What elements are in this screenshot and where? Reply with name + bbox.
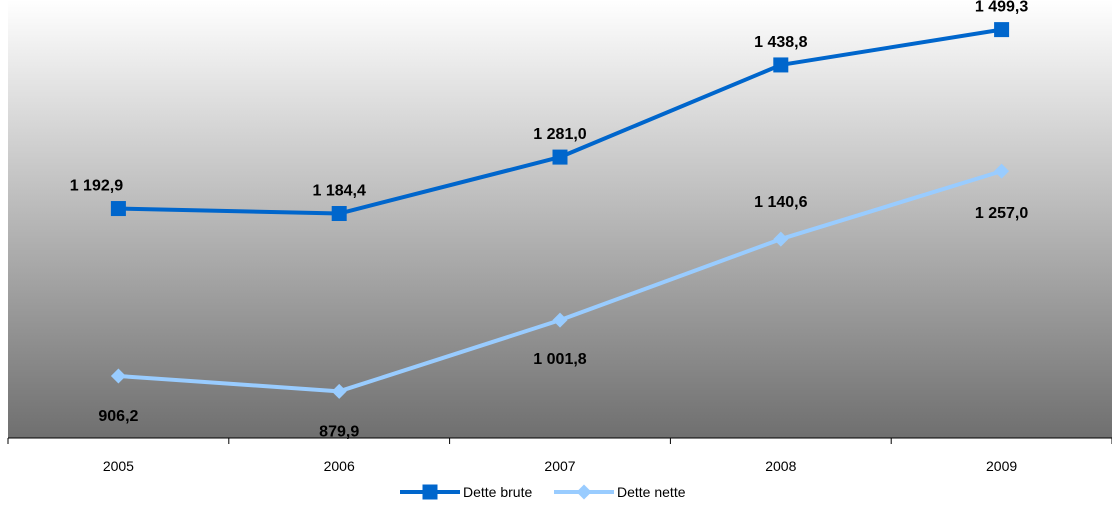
data-point — [773, 231, 789, 247]
data-point — [110, 368, 126, 384]
data-label: 1 257,0 — [975, 205, 1028, 222]
data-label: 906,2 — [98, 408, 138, 425]
data-point — [994, 22, 1010, 38]
legend-swatch-marker — [576, 484, 592, 500]
legend-item: Dette nette — [554, 484, 686, 500]
data-label: 1 184,4 — [313, 183, 366, 200]
x-tick-label: 2008 — [765, 458, 796, 474]
plot-area — [8, 0, 1112, 438]
legend-item: Dette brute — [400, 484, 532, 500]
legend-label: Dette nette — [617, 484, 686, 500]
data-label: 879,9 — [319, 423, 359, 440]
x-tick-label: 2005 — [103, 458, 134, 474]
legend-label: Dette brute — [463, 484, 532, 500]
x-tick-label: 2007 — [544, 458, 575, 474]
data-label: 1 438,8 — [754, 34, 807, 51]
data-point — [994, 163, 1010, 179]
data-label: 1 281,0 — [533, 126, 586, 143]
data-label: 1 192,9 — [70, 178, 123, 195]
legend: Dette brute Dette nette — [400, 484, 686, 500]
data-point — [552, 149, 568, 165]
data-point — [331, 383, 347, 399]
data-point — [552, 312, 568, 328]
x-tick-label: 2009 — [986, 458, 1017, 474]
data-point — [110, 201, 126, 217]
data-label: 1 140,6 — [754, 194, 807, 211]
data-label: 1 499,3 — [975, 0, 1028, 16]
legend-swatch-marker — [422, 484, 438, 500]
data-point — [773, 57, 789, 73]
data-label: 1 001,8 — [533, 351, 586, 368]
x-tick-label: 2006 — [324, 458, 355, 474]
data-point — [331, 206, 347, 222]
